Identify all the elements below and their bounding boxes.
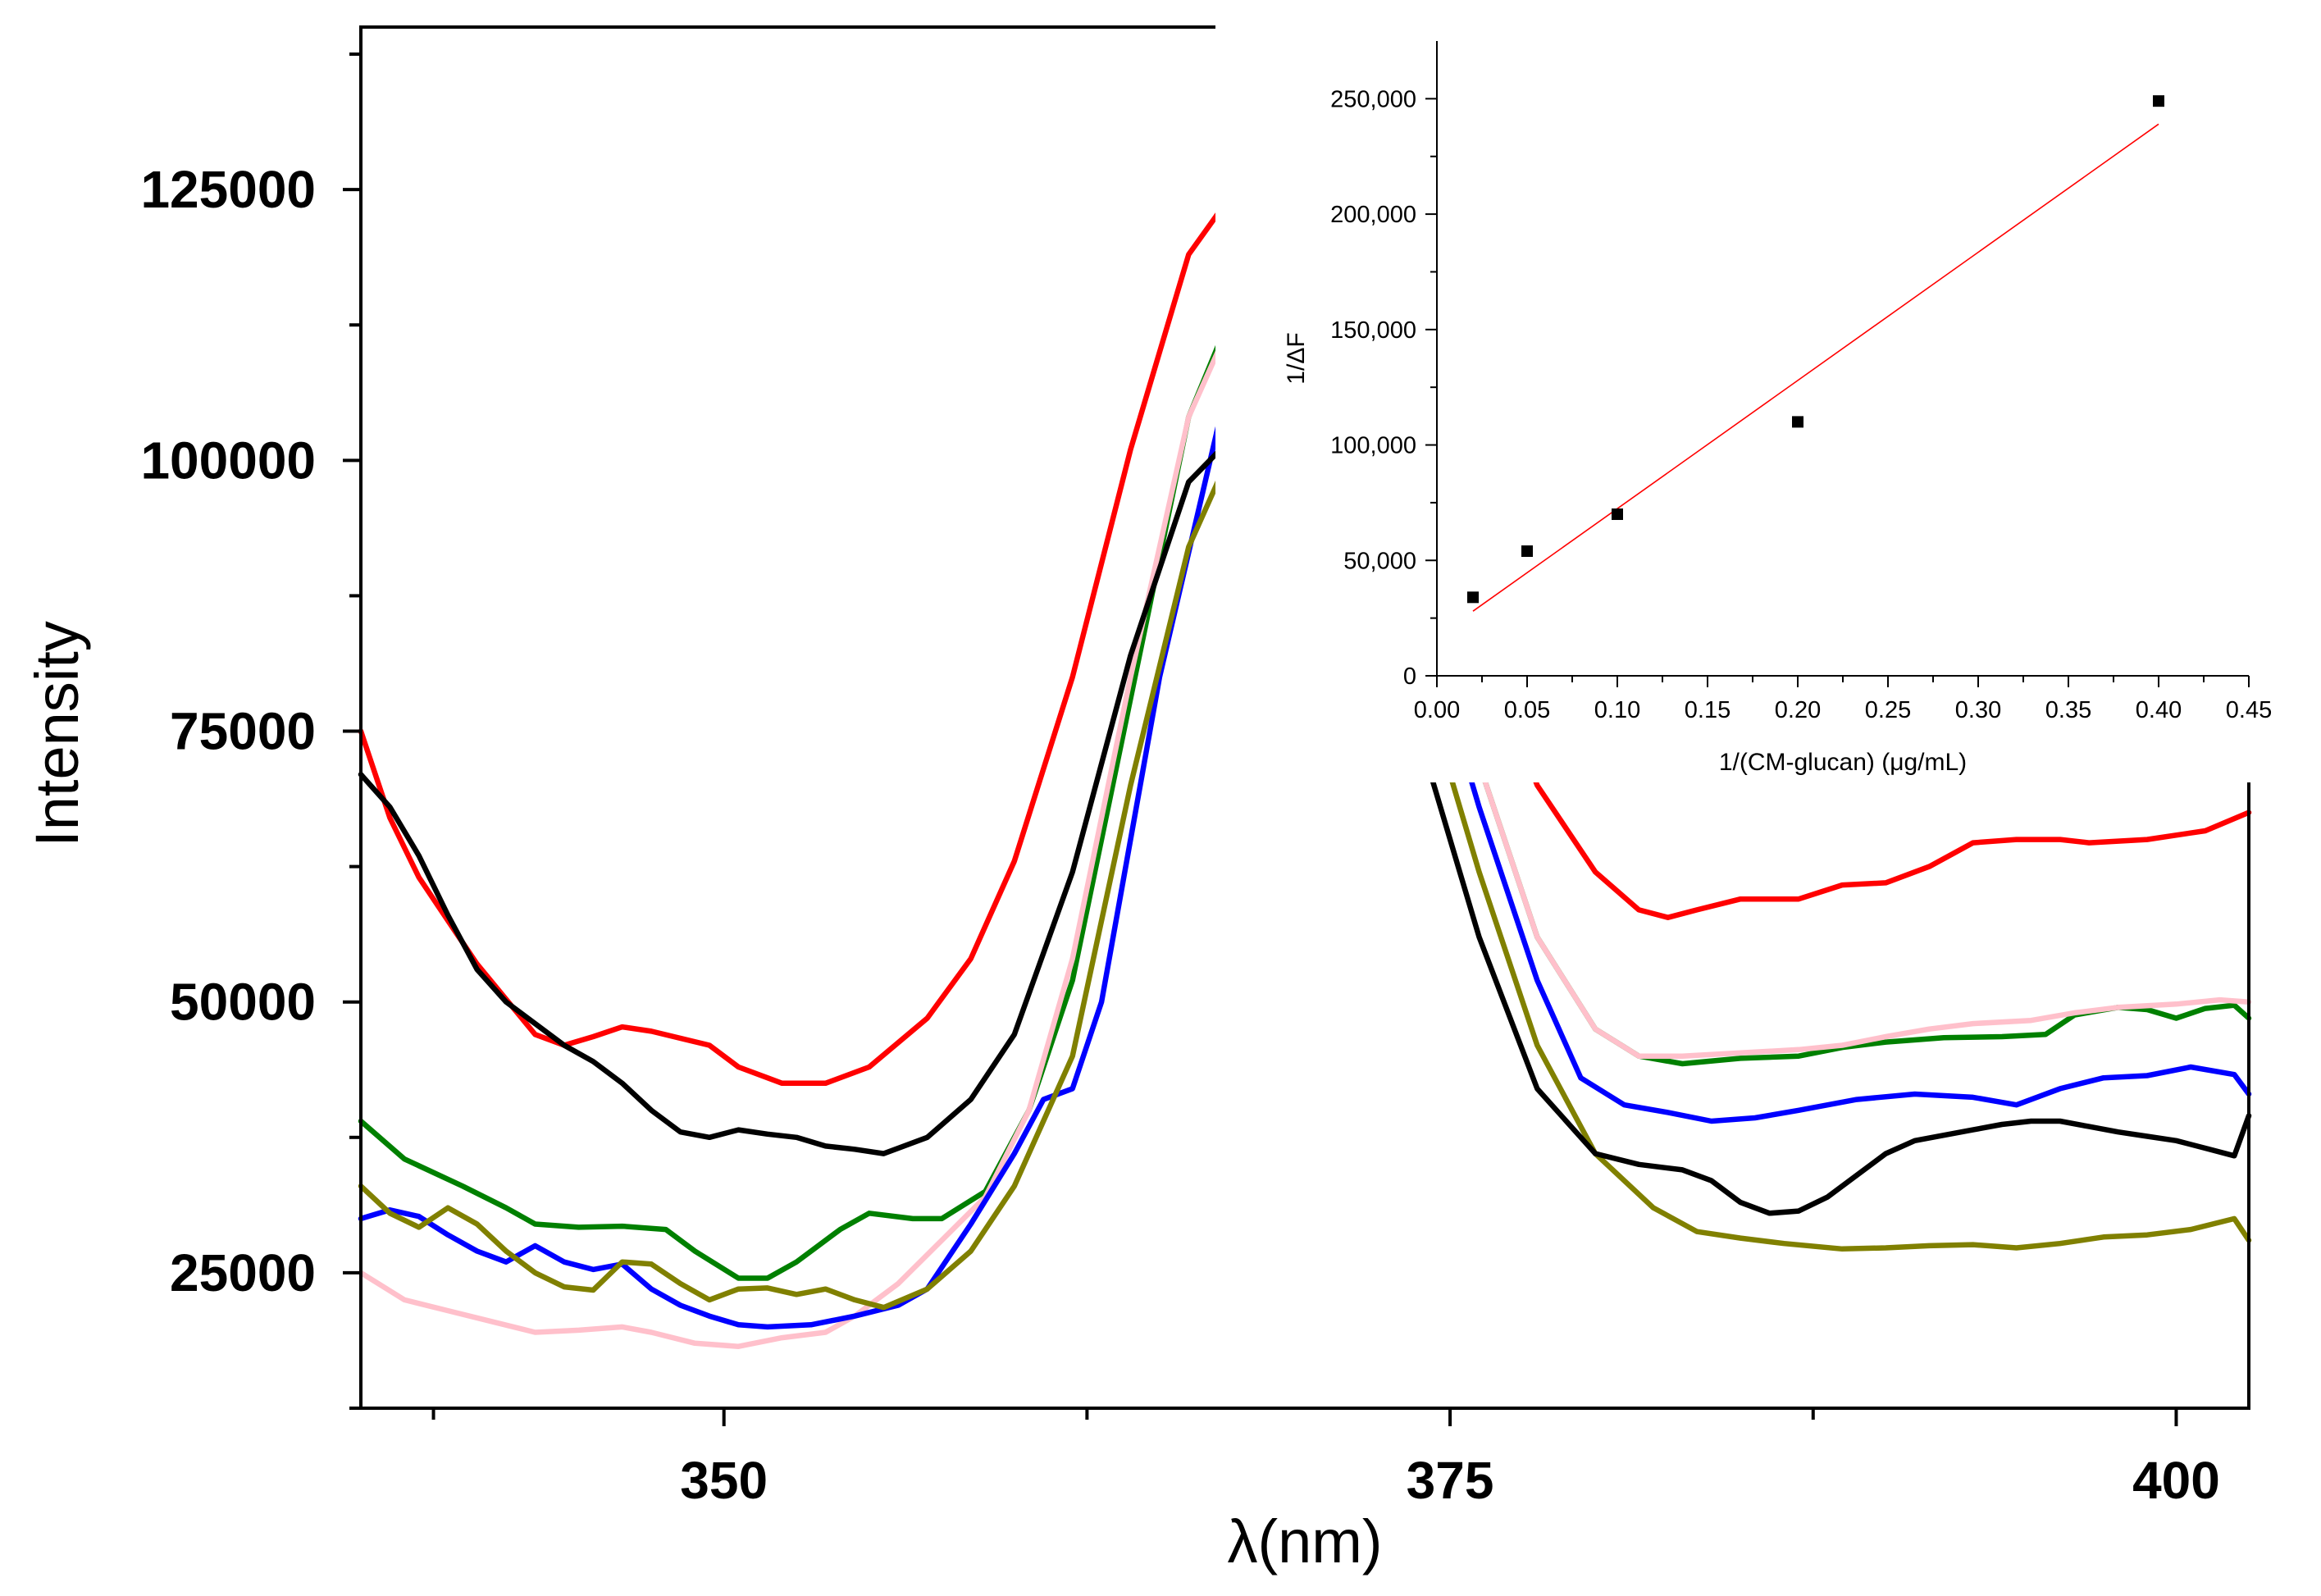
inset-x-tick-label: 0.25 xyxy=(1865,697,1911,723)
main-x-axis-label: λ(nm) xyxy=(1227,1507,1382,1575)
inset-data-point xyxy=(1521,545,1533,558)
inset-y-tick-label: 150,000 xyxy=(1330,317,1416,344)
inset-y-axis-label: 1/ΔF xyxy=(1283,332,1310,384)
inset-x-tick-label: 0.45 xyxy=(2226,697,2272,723)
inset-fit-line-group xyxy=(1472,123,2159,612)
inset-x-tick-label: 0.35 xyxy=(2045,697,2091,723)
main-y-tick-label: 75000 xyxy=(170,702,316,761)
inset-data-point xyxy=(1792,416,1803,428)
main-y-tick-label: 125000 xyxy=(140,160,316,219)
inset-y-tick-label: 100,000 xyxy=(1330,433,1416,459)
inset-background xyxy=(1215,25,2250,782)
inset-data-point xyxy=(1612,508,1623,520)
main-tick-labels: 350 375 400 25000 50000 75000 100000 125000 xyxy=(140,160,2219,1510)
main-x-tick-label: 400 xyxy=(2132,1451,2220,1510)
main-x-tick-label: 375 xyxy=(1407,1451,1494,1510)
inset-tick-labels: 0.00 0.05 0.10 0.15 0.20 0.25 0.30 0.35 0.40 0.45… xyxy=(1330,86,2272,723)
inset-x-tick-label: 0.15 xyxy=(1685,697,1730,723)
main-y-axis-label: Intensity xyxy=(23,621,91,847)
inset-y-tick-label: 200,000 xyxy=(1330,202,1416,228)
main-x-tick-label: 350 xyxy=(680,1451,768,1510)
main-y-tick-label: 100000 xyxy=(140,431,316,490)
inset-y-tick-label: 250,000 xyxy=(1330,86,1416,112)
inset-x-tick-label: 0.20 xyxy=(1775,697,1821,723)
inset-y-tick-label: 0 xyxy=(1403,663,1416,690)
inset-x-tick-label: 0.05 xyxy=(1504,697,1550,723)
inset-data-point xyxy=(1467,591,1479,604)
inset-binding-chart: 0.00 0.05 0.10 0.15 0.20 0.25 0.30 0.35 0.40 0.45… xyxy=(1215,25,2272,782)
inset-fit-line xyxy=(1472,123,2159,612)
inset-data-point xyxy=(2153,95,2164,107)
inset-x-tick-label: 0.10 xyxy=(1594,697,1640,723)
inset-x-tick-label: 0.30 xyxy=(1955,697,2001,723)
inset-axis-ticks xyxy=(1425,98,2250,687)
inset-points-group xyxy=(1467,95,2164,604)
inset-x-axis-label: 1/(CM-glucan) (μg/mL) xyxy=(1719,749,1967,776)
series-line-olive xyxy=(358,376,2252,1311)
main-y-tick-label: 50000 xyxy=(170,973,316,1032)
inset-x-tick-label: 0.40 xyxy=(2136,697,2182,723)
inset-x-tick-label: 0.00 xyxy=(1414,697,1460,723)
main-axis-ticks xyxy=(343,52,2178,1426)
main-y-tick-label: 25000 xyxy=(170,1243,316,1302)
inset-y-tick-label: 50,000 xyxy=(1343,548,1416,574)
